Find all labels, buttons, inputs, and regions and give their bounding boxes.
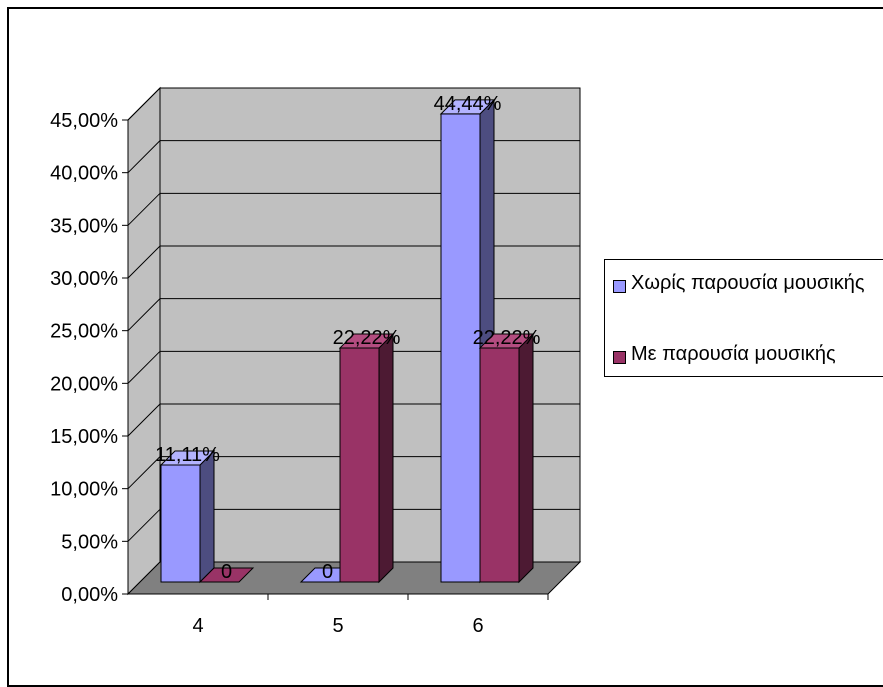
y-tick-label: 5,00% xyxy=(61,531,118,553)
legend-swatch-series-1 xyxy=(613,280,626,293)
data-label: 0 xyxy=(221,561,232,583)
y-tick-label: 25,00% xyxy=(50,321,118,343)
x-tick-label: 6 xyxy=(472,615,483,637)
bar-top xyxy=(439,99,496,115)
bar-2-6 xyxy=(478,332,535,584)
y-tick-label: 0,00% xyxy=(61,584,118,606)
gridline xyxy=(127,350,580,384)
bar-2-4 xyxy=(198,567,255,583)
bar-front xyxy=(160,464,201,583)
gridline xyxy=(127,140,580,174)
legend-item-series-2: Με παρουσία μουσικής xyxy=(613,343,883,370)
x-tick-label: 5 xyxy=(332,615,343,637)
data-label: 22,22% xyxy=(333,327,401,349)
bar-top xyxy=(159,450,216,466)
bar-top xyxy=(338,333,395,349)
legend-label-series-1: Χωρίς παρουσία μουσικής xyxy=(631,272,865,294)
bar-side xyxy=(199,449,215,584)
bar-front xyxy=(479,347,520,583)
data-label: 0 xyxy=(322,561,333,583)
legend-item-series-1: Χωρίς παρουσία μουσικής xyxy=(613,272,883,299)
bar-side xyxy=(378,332,394,584)
y-tick-label: 20,00% xyxy=(50,373,118,395)
y-tick-label: 10,00% xyxy=(50,479,118,501)
bar-top xyxy=(478,333,535,349)
bar-1-4 xyxy=(159,449,216,584)
gridline xyxy=(127,87,580,121)
gridline xyxy=(127,298,580,332)
y-tick-label: 45,00% xyxy=(50,110,118,132)
bar-side xyxy=(518,332,534,584)
bar-2-5 xyxy=(338,332,395,584)
gridline xyxy=(127,403,580,437)
y-tick-label: 15,00% xyxy=(50,426,118,448)
bar-front xyxy=(440,113,481,583)
legend-swatch-series-2 xyxy=(613,351,626,364)
bar-zero xyxy=(198,567,255,583)
data-label: 11,11% xyxy=(155,444,220,466)
gridline xyxy=(127,508,580,542)
y-tick-label: 30,00% xyxy=(50,268,118,290)
bar-front xyxy=(339,347,380,583)
data-label: 22,22% xyxy=(473,327,541,349)
data-label: 44,44% xyxy=(434,93,502,115)
gridline xyxy=(127,456,580,490)
y-tick-label: 40,00% xyxy=(50,163,118,185)
x-tick-label: 4 xyxy=(192,615,203,637)
legend-label-series-2: Με παρουσία μουσικής xyxy=(631,343,836,365)
side-wall xyxy=(127,86,161,596)
legend: Χωρίς παρουσία μουσικής Με παρουσία μουσ… xyxy=(604,259,883,377)
gridline xyxy=(127,192,580,226)
y-tick-label: 35,00% xyxy=(50,215,118,237)
gridline xyxy=(127,245,580,279)
